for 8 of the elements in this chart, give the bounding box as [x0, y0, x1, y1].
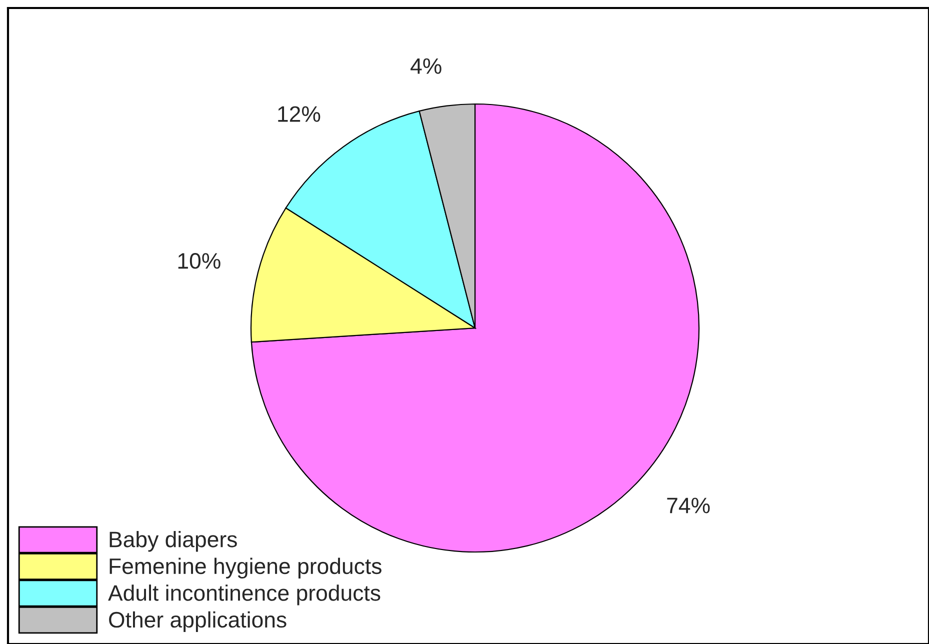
legend-label: Other applications: [109, 611, 286, 632]
data-label: 4%: [410, 58, 442, 74]
data-label: 74%: [667, 498, 710, 514]
legend-label: Femenine hygiene products: [110, 558, 382, 578]
data-label: 12%: [278, 106, 320, 122]
legend-label: Adult incontinence products: [108, 584, 380, 606]
data-label: 10%: [178, 253, 220, 269]
legend-label: Baby diapers: [110, 531, 237, 552]
